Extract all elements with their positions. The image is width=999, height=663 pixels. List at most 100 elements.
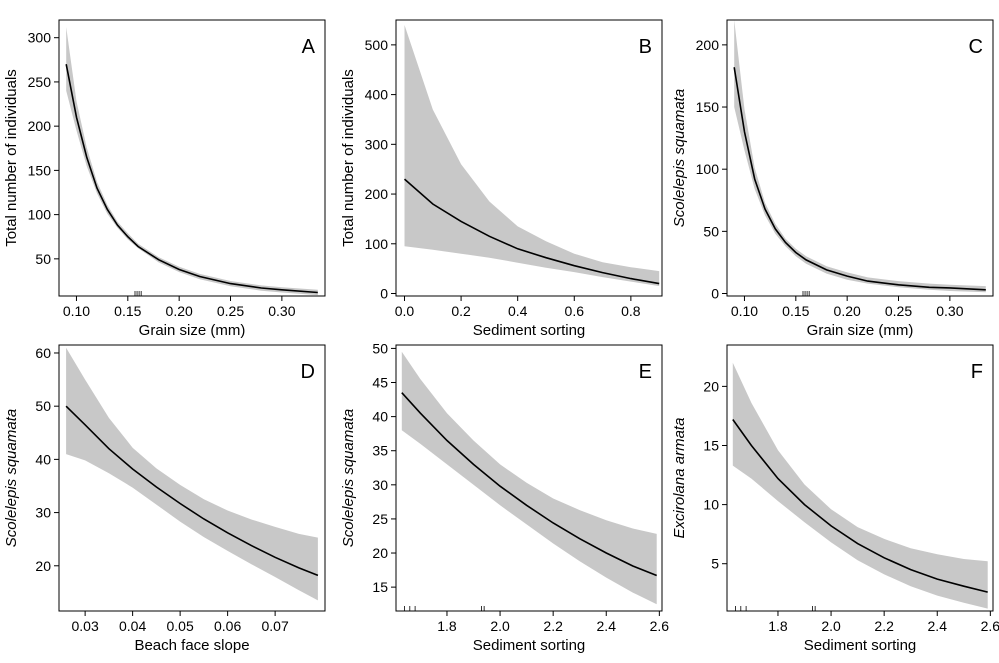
plot-frame <box>395 19 663 297</box>
y-tick-label: 250 <box>28 74 52 90</box>
y-tick-label: 25 <box>372 511 388 527</box>
y-tick-label: 200 <box>696 37 720 53</box>
y-tick-label: 45 <box>372 375 388 391</box>
x-tick-label: 0.06 <box>214 618 241 634</box>
confidence-band <box>404 25 660 287</box>
x-tick-label: 0.0 <box>395 303 415 319</box>
y-tick-label: 150 <box>696 99 720 115</box>
y-tick-label: 40 <box>372 409 388 425</box>
y-tick-label: 400 <box>365 87 389 103</box>
y-tick-label: 0 <box>711 286 719 302</box>
y-tick-label: 300 <box>365 136 389 152</box>
x-tick-label: 0.2 <box>451 303 471 319</box>
fitted-line <box>732 419 988 593</box>
y-tick-label: 35 <box>372 443 388 459</box>
y-tick-label: 30 <box>35 505 51 521</box>
x-tick-label: 0.25 <box>217 303 244 319</box>
x-tick-label: 2.4 <box>597 618 617 634</box>
x-tick-label: 2.6 <box>981 618 999 634</box>
x-tick-label: 0.15 <box>114 303 141 319</box>
x-tick-label: 0.30 <box>268 303 295 319</box>
confidence-band <box>66 27 318 296</box>
x-tick-label: 2.0 <box>821 618 841 634</box>
y-tick-label: 100 <box>28 207 52 223</box>
x-axis-label: Sediment sorting <box>804 637 917 654</box>
x-axis-label: Sediment sorting <box>473 322 586 339</box>
y-tick-label: 15 <box>372 579 388 595</box>
y-axis-label: Total number of individuals <box>340 69 357 247</box>
fitted-line <box>733 67 986 291</box>
y-axis-label: Scolelepis squamata <box>340 409 357 547</box>
x-tick-label: 0.4 <box>508 303 528 319</box>
y-tick-label: 20 <box>372 545 388 561</box>
y-tick-label: 200 <box>28 118 52 134</box>
y-tick-label: 50 <box>35 251 51 267</box>
panel-letter: D <box>301 361 315 383</box>
y-tick-label: 300 <box>28 30 52 46</box>
x-tick-label: 0.04 <box>119 618 146 634</box>
y-axis-label: Excirolana armata <box>671 418 688 539</box>
x-axis-label: Grain size (mm) <box>807 322 914 339</box>
y-axis-label: Total number of individuals <box>3 69 20 247</box>
x-tick-label: 0.03 <box>72 618 99 634</box>
confidence-band <box>732 362 988 609</box>
y-tick-label: 60 <box>35 345 51 361</box>
x-tick-label: 0.07 <box>262 618 289 634</box>
fitted-line <box>65 405 319 577</box>
y-tick-label: 50 <box>35 398 51 414</box>
y-tick-label: 15 <box>703 437 719 453</box>
y-tick-label: 20 <box>703 378 719 394</box>
x-tick-label: 0.25 <box>885 303 912 319</box>
plot-frame <box>395 344 663 612</box>
x-axis-label: Grain size (mm) <box>139 322 246 339</box>
panel-c: 0.10 0.15 0.20 0.25 0.30 0 50 100 150 200 Grain si… <box>671 19 994 339</box>
y-tick-label: 100 <box>365 236 389 252</box>
y-tick-label: 40 <box>35 451 51 467</box>
x-tick-label: 0.10 <box>63 303 90 319</box>
x-tick-label: 0.8 <box>621 303 641 319</box>
panel-a: 0.10 0.15 0.20 0.25 0.30 50 100 150 200 250 300 Gra… <box>3 19 326 339</box>
y-tick-label: 20 <box>35 558 51 574</box>
y-tick-label: 10 <box>703 497 719 513</box>
fitted-line <box>403 178 660 285</box>
plot-frame <box>726 19 994 297</box>
x-tick-label: 0.15 <box>782 303 809 319</box>
y-axis-label: Scolelepis squamata <box>671 89 688 227</box>
y-axis-label: Scolelepis squamata <box>3 409 20 547</box>
panel-letter: A <box>302 36 316 58</box>
panel-letter: F <box>971 361 983 383</box>
panel-e: 1.8 2.0 2.2 2.4 2.6 15 20 25 30 35 40 45 50 Sediment … <box>340 340 669 654</box>
y-tick-label: 150 <box>28 162 52 178</box>
confidence-band <box>401 351 657 605</box>
x-tick-label: 2.2 <box>874 618 894 634</box>
plot-frame <box>58 344 326 612</box>
x-tick-label: 1.8 <box>437 618 457 634</box>
y-tick-label: 0 <box>380 286 388 302</box>
fitted-line <box>401 392 657 577</box>
y-tick-label: 100 <box>696 161 720 177</box>
fitted-line <box>65 64 318 294</box>
y-tick-label: 500 <box>365 37 389 53</box>
y-tick-label: 50 <box>703 223 719 239</box>
x-tick-label: 2.2 <box>543 618 563 634</box>
y-tick-label: 200 <box>365 186 389 202</box>
panel-letter: B <box>639 36 652 58</box>
y-tick-label: 30 <box>372 477 388 493</box>
panel-b: 0.0 0.2 0.4 0.6 0.8 0 100 200 300 400 500 Sediment … <box>340 19 663 339</box>
x-tick-label: 2.6 <box>650 618 670 634</box>
y-tick-label: 50 <box>372 340 388 356</box>
x-tick-label: 1.8 <box>768 618 788 634</box>
x-tick-label: 0.10 <box>731 303 758 319</box>
x-tick-label: 0.30 <box>936 303 963 319</box>
x-tick-label: 0.05 <box>167 618 194 634</box>
panel-d: 0.03 0.04 0.05 0.06 0.07 20 30 40 50 60 Beach face… <box>3 344 326 654</box>
x-tick-label: 2.4 <box>928 618 948 634</box>
panel-letter: E <box>639 361 652 383</box>
x-tick-label: 0.20 <box>834 303 861 319</box>
x-tick-label: 0.20 <box>166 303 193 319</box>
x-tick-label: 0.6 <box>565 303 585 319</box>
plot-frame <box>726 344 994 612</box>
confidence-band <box>66 347 318 601</box>
x-axis-label: Beach face slope <box>134 637 249 654</box>
panel-f: 1.8 2.0 2.2 2.4 2.6 5 10 15 20 Sediment sorting Ex… <box>671 344 999 654</box>
